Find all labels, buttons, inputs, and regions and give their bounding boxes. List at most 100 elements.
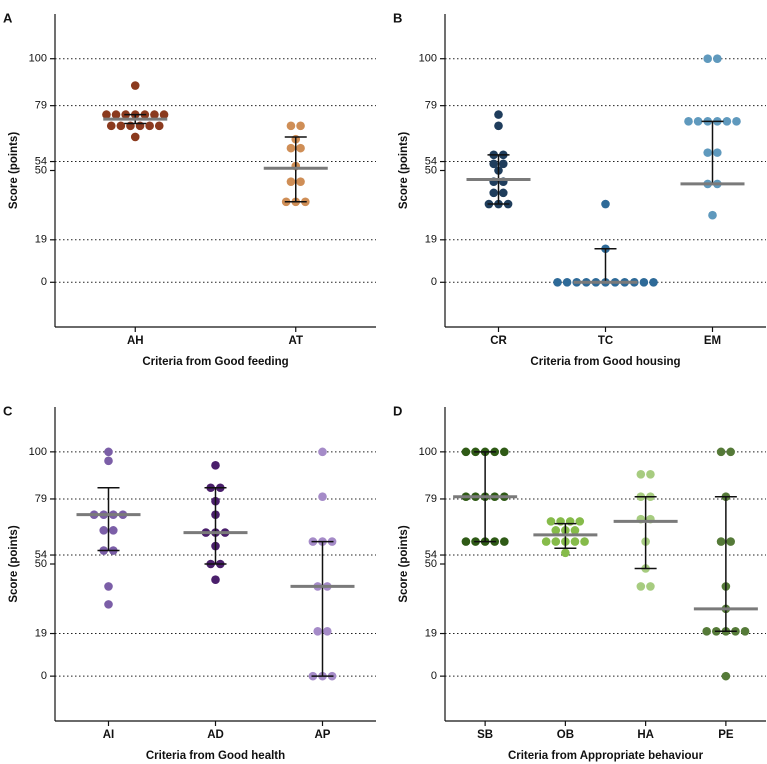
data-point [703,148,712,157]
y-tick-label: 19 [35,234,47,246]
data-point [211,461,220,470]
y-tick-label: 54 [35,155,47,167]
y-tick-label: 100 [419,446,437,458]
y-axis-label: Score (points) [398,132,410,209]
y-tick-label: 50 [35,164,47,176]
y-tick-label: 54 [425,155,437,167]
x-tick-label: AP [315,729,331,741]
x-tick-label: EM [704,335,721,347]
data-point [150,110,159,119]
data-point [708,210,717,220]
y-tick-label: 79 [35,493,47,505]
data-point [580,537,589,546]
x-tick-label: AH [127,335,144,347]
data-point [286,143,296,153]
data-point [732,117,741,126]
group-at: AT [263,121,328,347]
data-point [313,626,323,636]
data-point [693,117,703,126]
data-point [646,469,655,479]
data-point [104,600,113,609]
data-point [541,537,551,546]
x-tick-label: CR [490,335,507,347]
y-tick-label: 50 [425,164,437,176]
group-pe: PE [693,447,758,741]
data-point [111,110,121,119]
data-point [154,121,164,131]
data-point [102,110,111,119]
data-point [109,526,118,535]
x-axis-label: Criteria from Good feeding [142,356,288,368]
y-tick-label: 100 [29,53,47,65]
panel-label: D [393,404,402,419]
x-tick-label: AD [207,729,224,741]
group-ha: HA [613,469,678,741]
x-tick-label: HA [637,729,654,741]
data-point [499,188,508,198]
data-point [116,121,126,131]
data-point [636,582,646,591]
x-axis-label: Criteria from Good health [146,750,285,762]
data-point [716,537,726,546]
data-point [211,575,220,584]
data-point [104,447,113,457]
data-point [130,81,140,90]
data-point [713,54,722,64]
data-point [570,537,580,546]
data-point [570,526,580,535]
data-point [565,517,575,526]
x-tick-label: AT [289,335,303,347]
data-point [716,447,726,457]
y-tick-label: 100 [419,53,437,65]
data-point [296,177,305,186]
data-point [489,188,499,198]
group-ad: AD [183,461,248,741]
y-tick-label: 19 [425,234,437,246]
group-ah: AH [102,81,169,347]
data-point [145,121,154,131]
y-tick-label: 50 [425,558,437,570]
data-point [500,537,509,546]
y-tick-label: 54 [35,549,47,561]
data-point [286,177,296,186]
y-axis-label: Score (points) [8,525,20,602]
y-tick-label: 100 [29,446,47,458]
x-axis-label: Criteria from Good housing [530,356,680,368]
data-point [726,447,735,457]
data-point [636,469,646,479]
data-point [556,517,565,526]
data-point [489,159,499,169]
data-point [562,277,572,287]
data-point [546,517,556,526]
data-point [551,526,561,535]
y-tick-label: 54 [425,549,437,561]
y-tick-label: 19 [425,627,437,639]
panel-label: A [3,11,13,26]
data-point [500,447,509,457]
data-point [726,537,735,546]
data-point [494,110,503,119]
group-tc: TC [553,199,658,347]
y-tick-label: 79 [425,493,437,505]
panel-label: B [393,11,402,26]
y-tick-label: 50 [35,558,47,570]
data-point [296,121,305,131]
x-tick-label: TC [598,335,613,347]
group-cr: CR [466,110,531,347]
data-point [296,143,305,153]
group-sb: SB [453,447,518,741]
y-tick-label: 19 [35,627,47,639]
y-tick-label: 0 [431,670,437,682]
data-point [461,447,471,457]
data-point [135,121,145,131]
x-tick-label: OB [557,729,574,741]
data-point [702,626,711,636]
x-tick-label: SB [477,729,493,741]
data-point [499,159,508,169]
data-point [494,121,503,131]
y-tick-label: 0 [431,276,437,288]
data-point [575,517,585,526]
